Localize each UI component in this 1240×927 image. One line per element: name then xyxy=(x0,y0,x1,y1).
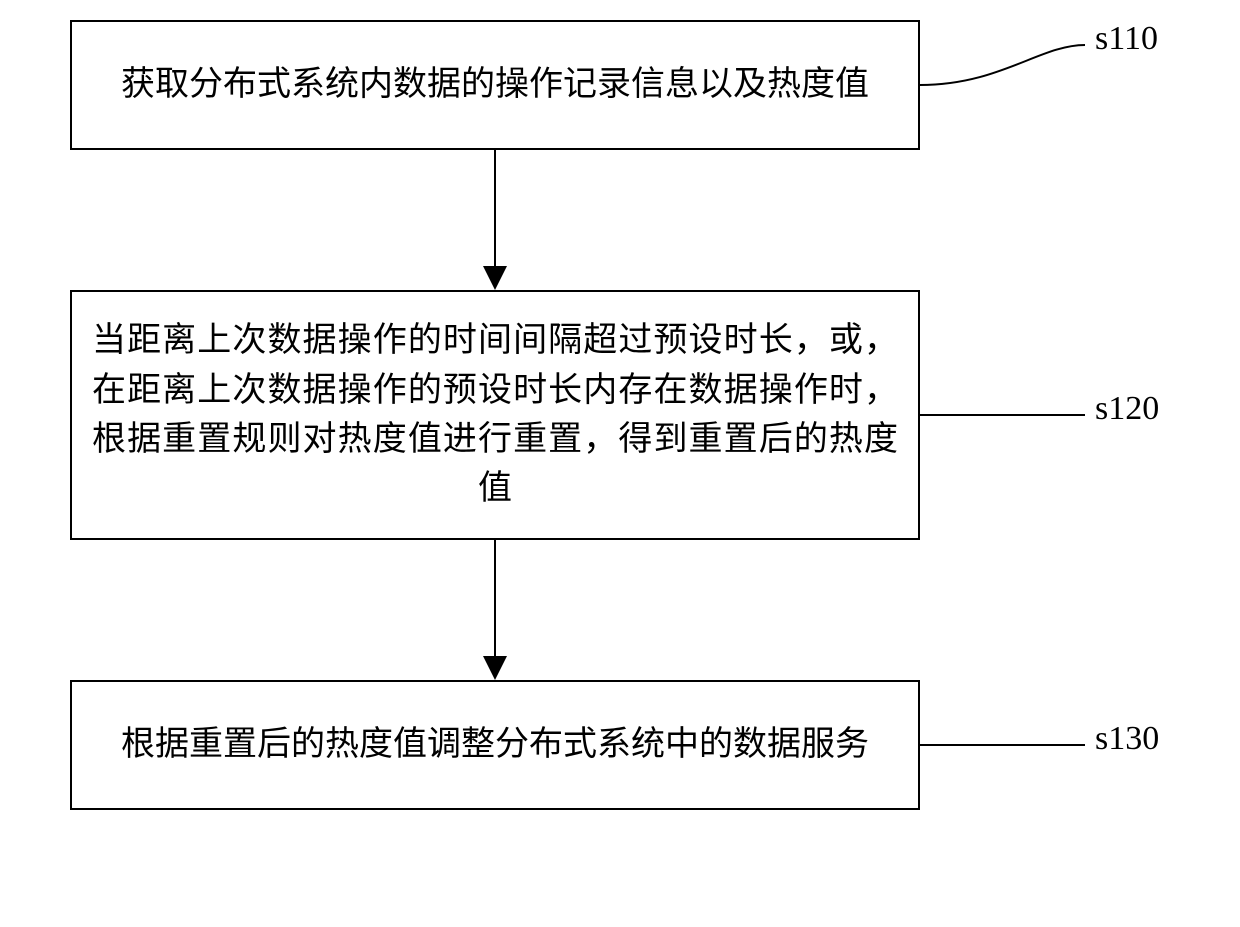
flow-node-1-text: 获取分布式系统内数据的操作记录信息以及热度值 xyxy=(121,60,869,109)
step-label-1: s110 xyxy=(1095,20,1158,58)
flow-node-2-text: 当距离上次数据操作的时间间隔超过预设时长，或，在距离上次数据操作的预设时长内存在… xyxy=(92,316,898,513)
step-label-3: s130 xyxy=(1095,720,1159,758)
step-label-2: s120 xyxy=(1095,390,1159,428)
flow-node-3: 根据重置后的热度值调整分布式系统中的数据服务 xyxy=(70,680,920,810)
flow-node-1: 获取分布式系统内数据的操作记录信息以及热度值 xyxy=(70,20,920,150)
flow-node-2: 当距离上次数据操作的时间间隔超过预设时长，或，在距离上次数据操作的预设时长内存在… xyxy=(70,290,920,540)
flow-node-3-text: 根据重置后的热度值调整分布式系统中的数据服务 xyxy=(121,720,869,769)
